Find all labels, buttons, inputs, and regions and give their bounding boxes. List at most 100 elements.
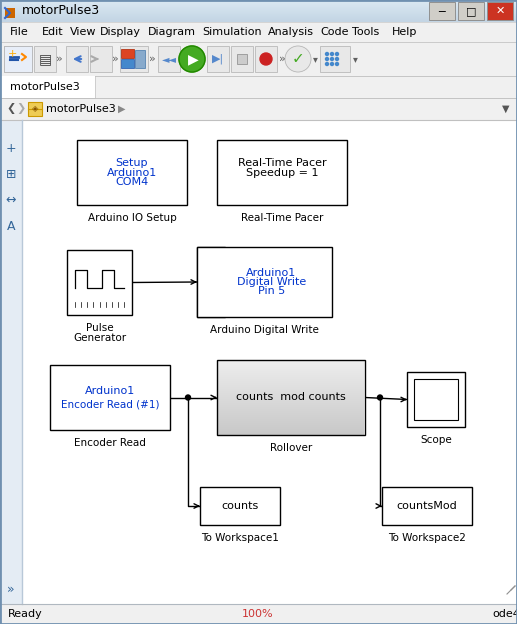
Bar bbox=[487, 2, 513, 20]
Bar bbox=[218, 395, 364, 396]
Bar bbox=[218, 425, 364, 426]
Circle shape bbox=[260, 53, 272, 65]
Bar bbox=[158, 46, 180, 72]
Bar bbox=[218, 382, 364, 383]
Circle shape bbox=[179, 46, 205, 72]
Text: Encoder Read: Encoder Read bbox=[74, 438, 146, 448]
Text: To Workspace1: To Workspace1 bbox=[201, 533, 279, 543]
Bar bbox=[0, 19, 517, 20]
Circle shape bbox=[336, 57, 339, 61]
Text: ✕: ✕ bbox=[495, 6, 505, 16]
Bar bbox=[218, 412, 364, 413]
Text: ▤: ▤ bbox=[38, 52, 52, 66]
Bar bbox=[218, 371, 364, 372]
Bar bbox=[218, 418, 364, 419]
Bar bbox=[218, 366, 364, 367]
Bar bbox=[218, 374, 364, 375]
Bar bbox=[5, 8, 15, 18]
Bar bbox=[218, 406, 364, 407]
Bar bbox=[231, 46, 253, 72]
Bar bbox=[0, 8, 517, 9]
Bar bbox=[217, 360, 365, 435]
Bar bbox=[218, 402, 364, 403]
Ellipse shape bbox=[285, 46, 311, 72]
Bar bbox=[0, 76, 95, 98]
Bar bbox=[218, 414, 364, 415]
Text: »: » bbox=[7, 582, 15, 595]
Bar bbox=[218, 383, 364, 384]
Bar bbox=[0, 20, 517, 21]
Bar bbox=[67, 250, 132, 315]
Bar bbox=[218, 391, 364, 392]
Text: countsMod: countsMod bbox=[397, 501, 458, 511]
Bar bbox=[218, 362, 364, 363]
Bar bbox=[0, 42, 517, 76]
Text: Pulse: Pulse bbox=[86, 323, 113, 333]
Bar bbox=[218, 415, 364, 416]
Circle shape bbox=[336, 62, 339, 66]
Bar bbox=[218, 389, 364, 390]
Bar bbox=[0, 17, 517, 18]
Bar bbox=[218, 375, 364, 376]
Circle shape bbox=[326, 52, 328, 56]
Bar bbox=[218, 430, 364, 431]
Bar bbox=[218, 421, 364, 422]
Text: View: View bbox=[70, 27, 97, 37]
Bar bbox=[218, 401, 364, 402]
Bar bbox=[217, 140, 347, 205]
Bar bbox=[218, 379, 364, 380]
Bar bbox=[0, 0, 517, 1]
Bar bbox=[218, 410, 364, 411]
Text: ◈: ◈ bbox=[32, 104, 38, 114]
Circle shape bbox=[336, 52, 339, 56]
Bar bbox=[218, 399, 364, 400]
Text: Edit: Edit bbox=[42, 27, 64, 37]
Text: Generator: Generator bbox=[73, 333, 126, 343]
Bar bbox=[218, 423, 364, 424]
Bar bbox=[0, 15, 517, 16]
Bar bbox=[218, 372, 364, 373]
Bar bbox=[0, 3, 517, 4]
Text: Setup: Setup bbox=[116, 158, 148, 168]
Text: »: » bbox=[279, 54, 285, 64]
Bar bbox=[90, 46, 112, 72]
Bar bbox=[218, 363, 364, 364]
Text: □: □ bbox=[466, 6, 476, 16]
Bar bbox=[218, 407, 364, 408]
Bar bbox=[218, 367, 364, 368]
Bar bbox=[0, 120, 22, 604]
Bar bbox=[218, 411, 364, 412]
Text: To Workspace2: To Workspace2 bbox=[388, 533, 466, 543]
Bar bbox=[218, 386, 364, 387]
Bar bbox=[320, 46, 350, 72]
Bar bbox=[0, 21, 517, 22]
Text: ❯: ❯ bbox=[16, 104, 25, 114]
Bar bbox=[0, 11, 517, 12]
Text: Code: Code bbox=[320, 27, 348, 37]
Bar bbox=[218, 404, 364, 405]
Bar bbox=[218, 432, 364, 433]
Text: »: » bbox=[56, 54, 63, 64]
Text: ▼: ▼ bbox=[501, 104, 509, 114]
Bar bbox=[200, 487, 280, 525]
Bar bbox=[218, 394, 364, 395]
Circle shape bbox=[186, 395, 190, 400]
Text: Help: Help bbox=[392, 27, 417, 37]
Text: Rollover: Rollover bbox=[270, 443, 312, 453]
Bar bbox=[407, 372, 465, 427]
Text: ode4: ode4 bbox=[492, 609, 517, 619]
Bar bbox=[22, 120, 517, 604]
Bar bbox=[218, 424, 364, 425]
Bar bbox=[0, 9, 517, 10]
Bar bbox=[207, 46, 229, 72]
Circle shape bbox=[377, 395, 383, 400]
Text: motorPulse3: motorPulse3 bbox=[10, 82, 80, 92]
Text: Arduino1: Arduino1 bbox=[85, 386, 135, 396]
Text: counts  mod counts: counts mod counts bbox=[236, 392, 346, 402]
Bar bbox=[0, 16, 517, 17]
Text: ▶: ▶ bbox=[118, 104, 126, 114]
Bar bbox=[135, 50, 145, 68]
Bar bbox=[218, 365, 364, 366]
Bar bbox=[218, 360, 364, 361]
Text: Tools: Tools bbox=[352, 27, 379, 37]
